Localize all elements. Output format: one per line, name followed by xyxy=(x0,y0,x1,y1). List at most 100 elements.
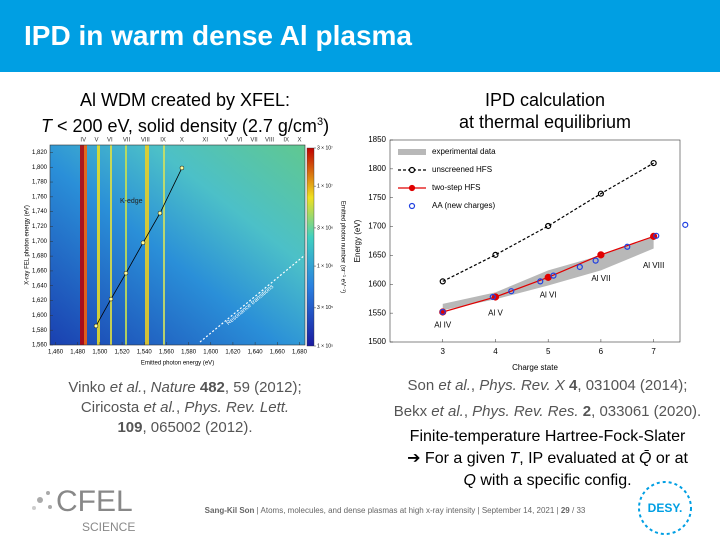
x-tick-label: 4 xyxy=(493,347,498,356)
kedge-point xyxy=(93,323,99,329)
footer-author: Sang-Kil Son xyxy=(204,506,255,515)
text-run: et al. xyxy=(427,403,464,420)
legend-label: two-step HFS xyxy=(432,183,480,192)
x-tick-label: 1,580 xyxy=(181,350,197,356)
heatmap-stripe xyxy=(125,145,127,345)
text-run: ) xyxy=(323,116,330,136)
text-run: , 065002 (2012). xyxy=(142,419,253,436)
text-run: ➔ For a given xyxy=(407,450,510,467)
kedge-point xyxy=(108,296,114,302)
legend-label: unscreened HFS xyxy=(432,165,492,174)
x-tick-label: 1,480 xyxy=(70,350,86,356)
text-line: Vinko et al., Nature 482, 59 (2012); xyxy=(30,378,340,398)
footer-page: 29 xyxy=(560,506,570,515)
text-line: 109, 065002 (2012). xyxy=(30,418,340,438)
left-references: Vinko et al., Nature 482, 59 (2012); Ciri… xyxy=(30,378,340,438)
text-line: T < 200 eV, solid density (2.7 g/cm3) xyxy=(40,111,330,137)
plot-frame xyxy=(49,144,306,346)
y-tick-label: 1,640 xyxy=(32,283,48,289)
text-run: Al WDM created by XFEL: xyxy=(79,90,291,110)
text-line: IPD calculation xyxy=(400,89,690,111)
text-run: Son xyxy=(407,377,435,394)
series-point xyxy=(592,257,599,264)
x-tick-label: 1,660 xyxy=(270,350,286,356)
heatmap-stripe xyxy=(110,145,112,345)
y-tick-label: 1,680 xyxy=(32,254,48,260)
y-tick-label: 1600 xyxy=(368,279,386,288)
y-tick-label: 1,660 xyxy=(32,269,48,275)
x-tick-label: 6 xyxy=(599,347,604,356)
text-run: Bekx xyxy=(393,403,428,420)
heatmap-stripe xyxy=(84,145,87,345)
header-bar xyxy=(0,0,720,72)
y-tick-label: 1850 xyxy=(368,135,386,144)
legend-label: AA (new charges) xyxy=(432,201,495,210)
colorbar-label: Emitted photon number (sr⁻¹ eV⁻¹) xyxy=(339,201,345,293)
heatmap-stripe xyxy=(97,145,100,345)
x-tick-label: 5 xyxy=(546,347,551,356)
text-run: Phys. Rev. X xyxy=(479,377,565,394)
annotation: Al IV xyxy=(434,320,452,329)
series-point xyxy=(537,278,544,285)
text-line: at thermal equilibrium xyxy=(400,111,690,133)
legend-marker xyxy=(408,166,416,174)
series-point xyxy=(550,272,557,279)
top-label: IX xyxy=(283,138,289,144)
text-run: , xyxy=(463,403,473,420)
right-references: Son et al., Phys. Rev. X 4, 031004 (2014… xyxy=(375,373,720,425)
text-run: Vinko xyxy=(68,379,106,396)
y-tick-label: 1,800 xyxy=(32,165,48,171)
top-label: X xyxy=(180,138,184,144)
desy-text: DESY. xyxy=(648,501,683,515)
kedge-point xyxy=(157,210,163,216)
x-tick-label: 1,640 xyxy=(248,350,264,356)
top-label: VIII xyxy=(141,138,150,144)
top-label: VII xyxy=(250,138,258,144)
series-point xyxy=(650,159,657,167)
y-tick-label: 1,700 xyxy=(32,239,48,245)
text-line: Al WDM created by XFEL: xyxy=(40,89,330,111)
y-tick-label: 1,560 xyxy=(32,343,48,349)
series-point xyxy=(508,288,515,295)
x-tick-label: 1,560 xyxy=(159,350,175,356)
text-run: Phys. Rev. Res. xyxy=(472,403,579,420)
colorbar-tick-label: 3 × 10⁷ xyxy=(317,145,333,151)
cfel-text: CFEL xyxy=(56,485,133,518)
series-line xyxy=(442,162,654,282)
y-tick-label: 1500 xyxy=(368,337,386,346)
y-tick-label: 1,740 xyxy=(32,209,48,215)
series-point xyxy=(653,232,660,239)
text-run: 3 xyxy=(316,116,324,128)
experimental-band xyxy=(442,236,654,311)
x-tick-label: 7 xyxy=(651,347,656,356)
text-run: , 031004 (2014); xyxy=(577,377,688,394)
footer: Sang-Kil Son | Atoms, molecules, and den… xyxy=(150,506,640,515)
top-label: VII xyxy=(123,138,131,144)
text-run: , 033061 (2020). xyxy=(591,403,702,420)
x-tick-label: 1,460 xyxy=(48,350,64,356)
footer-text: | Atoms, molecules, and dense plasmas at… xyxy=(256,506,559,515)
text-run: Phys. Rev. Lett. xyxy=(184,399,290,416)
cfel-sub: SCIENCE xyxy=(82,520,135,534)
text-run: , xyxy=(142,379,151,396)
text-run: Q̄ xyxy=(639,450,652,467)
y-tick-label: 1650 xyxy=(368,251,386,260)
series-point xyxy=(492,251,499,258)
x-tick-label: 1,680 xyxy=(292,350,308,356)
text-run: et al. xyxy=(139,399,176,416)
top-label: XI xyxy=(202,138,208,144)
plot-frame xyxy=(389,139,681,343)
heatmap-stripe xyxy=(163,145,165,345)
top-label: V xyxy=(224,138,228,144)
series-point xyxy=(489,293,496,301)
legend-marker xyxy=(408,202,416,210)
desy-logo: DESY. xyxy=(638,481,692,535)
heatmap-stripe xyxy=(145,145,149,345)
series-point xyxy=(597,190,605,197)
kedge-line xyxy=(95,167,183,327)
x-axis-label: Charge state xyxy=(512,363,558,372)
text-run: T xyxy=(40,116,52,136)
text-run: IPD calculation xyxy=(484,90,606,110)
